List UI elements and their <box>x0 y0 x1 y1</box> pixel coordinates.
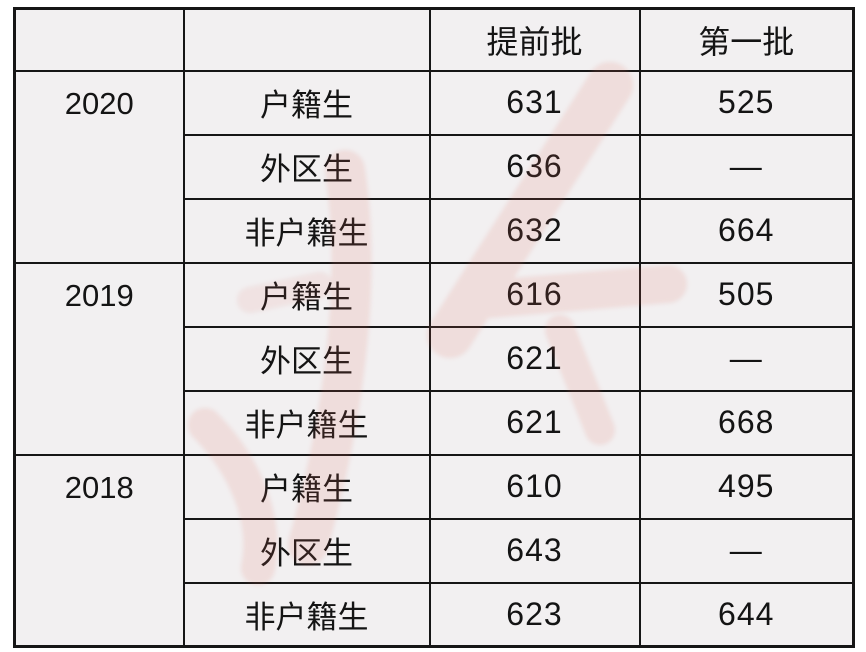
first-batch-score: — <box>638 517 855 584</box>
category-cell: 外区生 <box>182 325 431 392</box>
table-row: 2019 户籍生 616 505 <box>13 261 855 456</box>
year-label: 2018 <box>64 469 134 505</box>
early-batch-score: 631 <box>428 69 641 136</box>
table-row: 外区生 621 — <box>15 325 855 392</box>
early-batch-score: 632 <box>428 197 641 264</box>
early-batch-score: 643 <box>428 517 641 584</box>
table-row: 外区生 643 — <box>15 517 855 584</box>
year-cell-2020: 2020 <box>13 69 185 264</box>
table-row: 2020 户籍生 631 525 <box>13 69 855 264</box>
admission-score-table: 提前批 第一批 2020 户籍生 631 525 外区生 636 — 非户籍生 … <box>13 7 855 648</box>
early-batch-score: 610 <box>428 453 641 520</box>
header-corner-year <box>13 7 185 72</box>
first-batch-score: 495 <box>638 453 855 520</box>
first-batch-score: — <box>638 325 855 392</box>
first-batch-score: 644 <box>638 581 855 648</box>
first-batch-score: 664 <box>638 197 855 264</box>
first-batch-score: 525 <box>638 69 855 136</box>
early-batch-score: 621 <box>428 389 641 456</box>
category-cell: 户籍生 <box>182 261 431 328</box>
first-batch-score: — <box>638 133 855 200</box>
category-cell: 非户籍生 <box>182 197 431 264</box>
header-corner-category <box>182 7 431 72</box>
early-batch-score: 621 <box>428 325 641 392</box>
category-cell: 非户籍生 <box>182 389 431 456</box>
category-cell: 非户籍生 <box>182 581 431 648</box>
table-row: 非户籍生 623 644 <box>15 581 855 648</box>
first-batch-score: 668 <box>638 389 855 456</box>
early-batch-score: 623 <box>428 581 641 648</box>
header-row: 提前批 第一批 <box>13 7 855 72</box>
year-cell-2019: 2019 <box>13 261 185 456</box>
table-row: 非户籍生 632 664 <box>15 197 855 264</box>
first-batch-score: 505 <box>638 261 855 328</box>
category-cell: 户籍生 <box>182 453 431 520</box>
year-label: 2019 <box>64 277 134 313</box>
table-row: 2018 户籍生 610 495 <box>13 453 855 648</box>
table-row: 外区生 636 — <box>15 133 855 200</box>
header-batch-first: 第一批 <box>638 7 855 72</box>
early-batch-score: 616 <box>428 261 641 328</box>
category-cell: 外区生 <box>182 133 431 200</box>
category-cell: 外区生 <box>182 517 431 584</box>
category-cell: 户籍生 <box>182 69 431 136</box>
header-batch-early: 提前批 <box>428 7 641 72</box>
early-batch-score: 636 <box>428 133 641 200</box>
year-label: 2020 <box>64 85 134 121</box>
year-cell-2018: 2018 <box>13 453 185 648</box>
table-row: 非户籍生 621 668 <box>15 389 855 456</box>
